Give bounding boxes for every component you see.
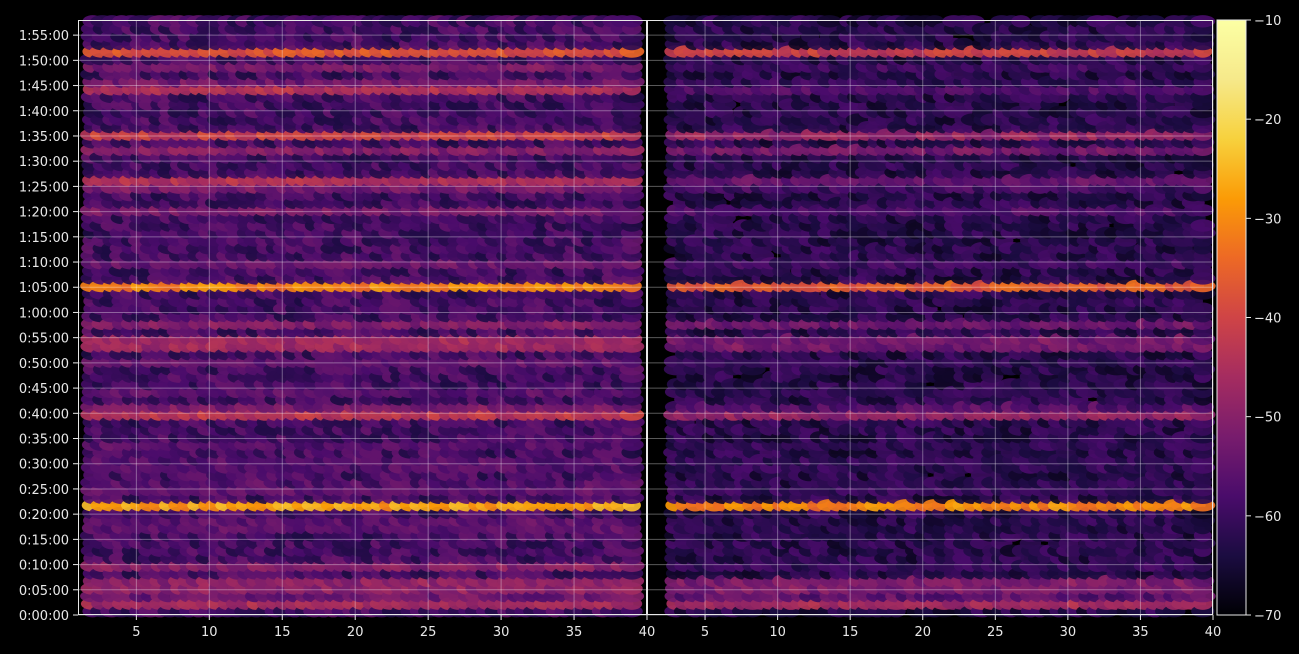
heatmap-marks xyxy=(79,15,1216,618)
heatmap-cell xyxy=(620,15,643,28)
